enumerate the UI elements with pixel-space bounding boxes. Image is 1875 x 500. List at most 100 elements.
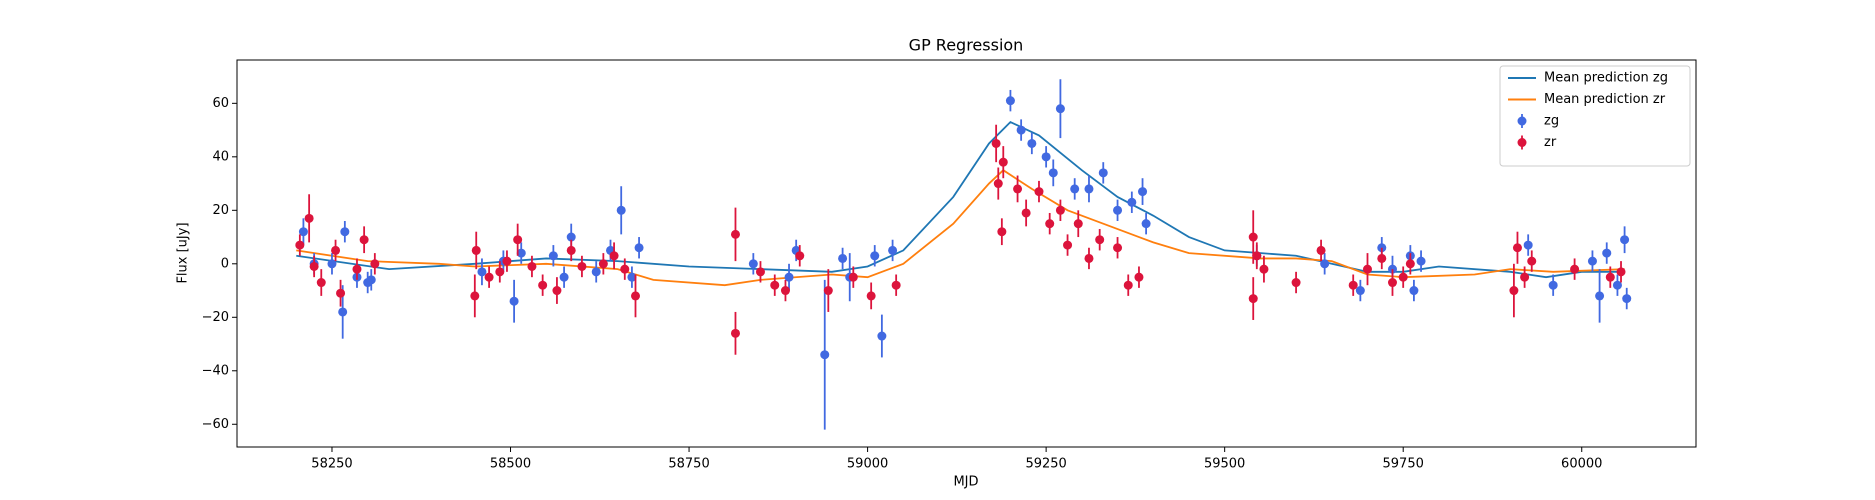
axes-frame: [236, 59, 1697, 448]
data-point: [1527, 256, 1537, 266]
data-point: [327, 259, 337, 269]
data-point: [1587, 256, 1597, 266]
legend-label: zg: [1544, 114, 1559, 129]
data-point: [1416, 256, 1426, 266]
data-point: [1512, 243, 1522, 253]
data-point: [1387, 278, 1397, 288]
data-point: [1612, 280, 1622, 290]
data-point: [627, 272, 637, 282]
data-point: [340, 227, 350, 237]
x-tick-label: 59500: [1204, 457, 1245, 472]
data-point: [598, 259, 608, 269]
y-tick-label: −60: [202, 417, 229, 432]
data-point: [609, 251, 619, 261]
data-point: [998, 157, 1008, 167]
data-point: [1605, 272, 1615, 282]
x-tick-label: 59000: [847, 457, 888, 472]
data-point: [559, 272, 569, 282]
data-point: [331, 245, 341, 255]
data-point: [298, 227, 308, 237]
data-point: [848, 272, 858, 282]
y-tick-label: 40: [212, 149, 229, 164]
data-point: [997, 227, 1007, 237]
data-point: [1405, 259, 1415, 269]
x-tick-label: 59250: [1025, 457, 1066, 472]
data-point: [1620, 235, 1630, 245]
data-point: [1248, 294, 1258, 304]
data-point: [784, 272, 794, 282]
data-point: [823, 286, 833, 296]
data-point: [1362, 264, 1372, 274]
data-point: [1127, 197, 1137, 207]
data-point: [620, 264, 630, 274]
data-point: [1013, 184, 1023, 194]
data-point: [1084, 184, 1094, 194]
data-point: [870, 251, 880, 261]
data-point: [1084, 253, 1094, 263]
data-point: [470, 291, 480, 301]
data-point: [495, 267, 505, 277]
data-point: [336, 288, 346, 298]
data-point: [591, 267, 601, 277]
data-point: [1398, 272, 1408, 282]
data-point: [748, 259, 758, 269]
data-point: [1259, 264, 1269, 274]
data-point: [634, 243, 644, 253]
y-tick-label: −20: [202, 310, 229, 325]
prediction-line: [296, 120, 1625, 279]
data-point: [352, 264, 362, 274]
data-point: [338, 307, 348, 317]
data-point: [477, 267, 487, 277]
data-point: [370, 259, 380, 269]
data-point: [1409, 286, 1419, 296]
data-point: [516, 248, 526, 258]
data-point: [1252, 251, 1262, 261]
data-point: [548, 251, 558, 261]
data-point: [1248, 232, 1258, 242]
data-point: [1355, 286, 1365, 296]
data-point: [1348, 280, 1358, 290]
x-tick-label: 58500: [490, 457, 531, 472]
data-point: [577, 261, 587, 271]
data-point: [552, 286, 562, 296]
data-point: [838, 253, 848, 263]
chart-title: GP Regression: [909, 36, 1024, 55]
data-point: [513, 235, 523, 245]
data-point: [1377, 253, 1387, 263]
data-point: [538, 280, 548, 290]
data-point: [1021, 208, 1031, 218]
data-point: [509, 296, 519, 306]
data-point: [1595, 291, 1605, 301]
data-point: [1509, 286, 1519, 296]
data-point: [730, 328, 740, 338]
data-point: [1045, 219, 1055, 229]
data-point: [1320, 259, 1330, 269]
data-point: [780, 286, 790, 296]
data-point: [1095, 235, 1105, 245]
legend-swatch: [1517, 138, 1527, 147]
data-point: [1622, 294, 1632, 304]
data-point: [1034, 187, 1044, 197]
data-point: [527, 261, 537, 271]
data-point: [1055, 104, 1065, 114]
data-point: [566, 232, 576, 242]
legend-box: [1499, 65, 1691, 167]
x-tick-label: 59750: [1383, 457, 1424, 472]
x-axis-label: MJD: [953, 475, 978, 490]
data-point: [1073, 219, 1083, 229]
data-point: [366, 275, 376, 285]
legend-label: Mean prediction zr: [1544, 92, 1666, 107]
data-point: [877, 331, 887, 341]
data-point: [1316, 245, 1326, 255]
data-point: [1616, 267, 1626, 277]
legend-swatch: [1517, 116, 1527, 126]
y-axis-label: Flux [uJy]: [176, 222, 191, 283]
data-point: [795, 251, 805, 261]
data-point: [1041, 152, 1051, 162]
data-point: [1070, 184, 1080, 194]
data-point: [316, 278, 326, 288]
y-tick-label: 0: [221, 256, 229, 271]
data-point: [1548, 280, 1558, 290]
data-point: [471, 245, 481, 255]
